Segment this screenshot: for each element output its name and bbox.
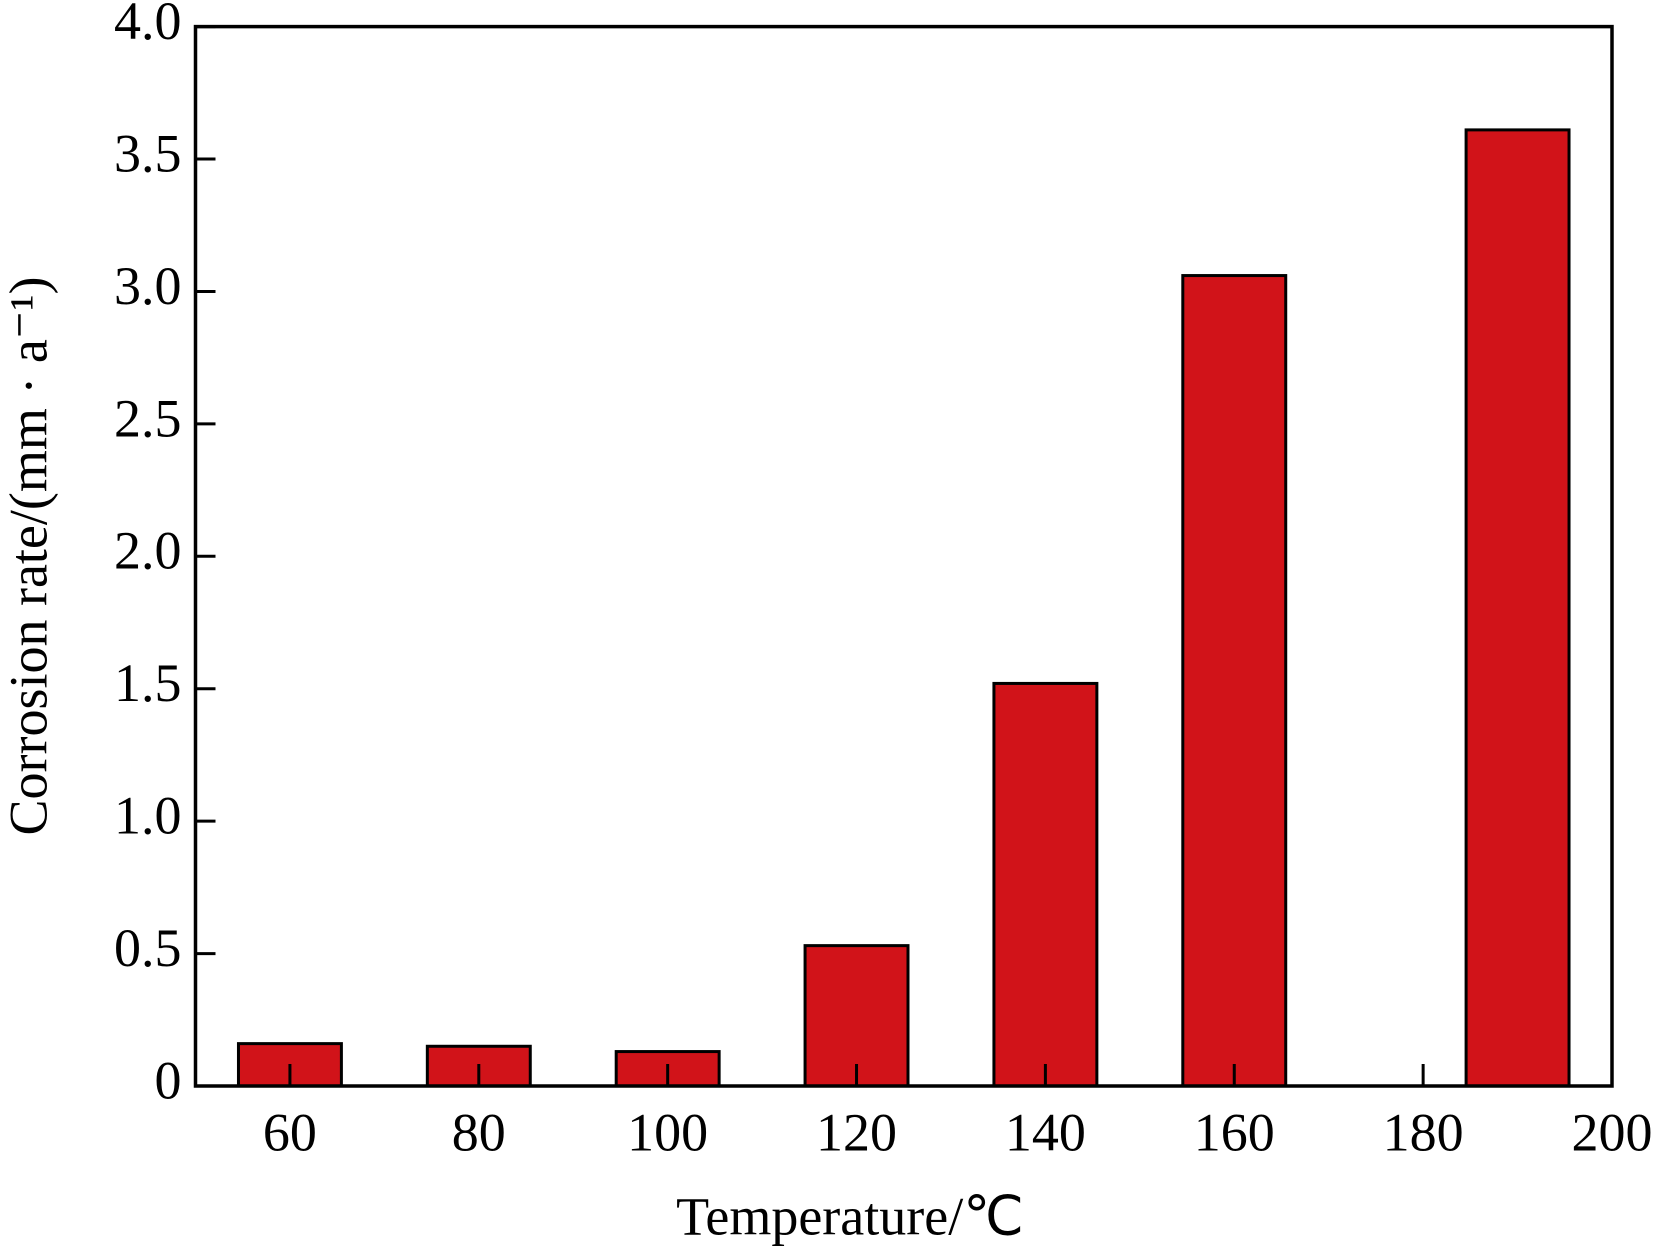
bar xyxy=(992,681,1099,1088)
y-tick-label: 3.5 xyxy=(114,123,182,183)
y-tick-label: 3.0 xyxy=(114,256,182,316)
x-tick-label: 100 xyxy=(627,1102,708,1162)
y-tick-label: 1.5 xyxy=(114,653,182,713)
x-tick-label: 160 xyxy=(1194,1102,1275,1162)
y-tick-label: 4.0 xyxy=(114,0,182,51)
x-axis-label: Temperature/℃ xyxy=(676,1186,1024,1246)
x-tick-label: 60 xyxy=(263,1102,317,1162)
plot-frame xyxy=(193,24,1614,1088)
y-tick-label: 1.0 xyxy=(114,786,182,846)
x-tick-label: 180 xyxy=(1383,1102,1464,1162)
bar xyxy=(803,944,910,1088)
y-axis-label: Corrosion rate/(mm · a⁻¹) xyxy=(0,276,58,835)
x-tick-label: 200 xyxy=(1572,1102,1653,1162)
x-tick-label: 120 xyxy=(816,1102,897,1162)
x-tick-label: 80 xyxy=(452,1102,506,1162)
y-tick-label: 2.0 xyxy=(114,521,182,581)
bar xyxy=(1464,128,1571,1088)
x-tick-label: 140 xyxy=(1005,1102,1086,1162)
y-tick-label: 2.5 xyxy=(114,388,182,448)
y-tick-label: 0 xyxy=(155,1050,182,1110)
y-tick-label: 0.5 xyxy=(114,918,182,978)
bar xyxy=(1181,274,1288,1088)
